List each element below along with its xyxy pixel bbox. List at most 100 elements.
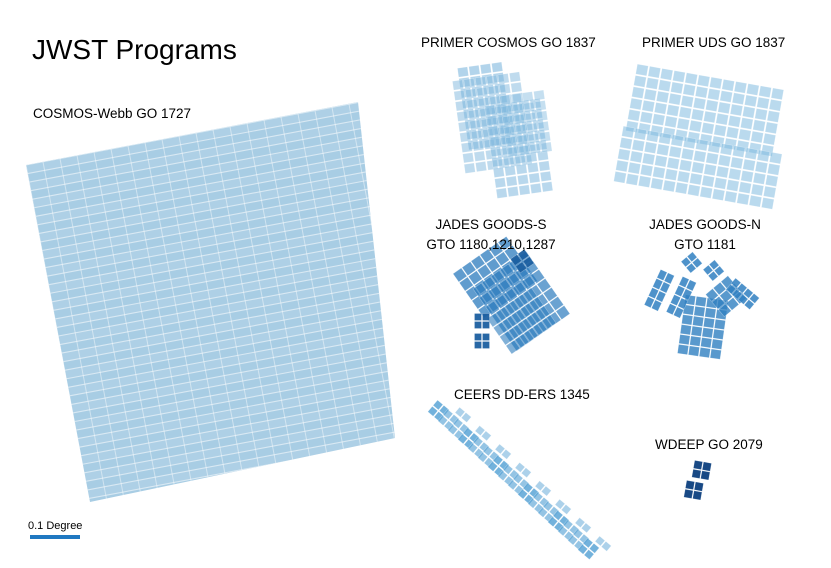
primer-cosmos-tile xyxy=(516,134,529,146)
primer-cosmos-tile xyxy=(534,129,546,141)
primer-uds-tile xyxy=(744,147,758,160)
primer-cosmos-tile xyxy=(524,141,536,153)
ceers-tile xyxy=(427,405,439,417)
primer-cosmos-tile xyxy=(518,99,531,111)
jades-goods-s-tile xyxy=(515,261,528,274)
wdeep-footprint xyxy=(683,460,712,501)
primer-cosmos-tile xyxy=(491,156,504,168)
primer-cosmos-tile xyxy=(499,94,511,106)
primer-cosmos-tile xyxy=(522,130,535,142)
jades-goods-s-tile xyxy=(528,296,544,312)
primer-uds-tile xyxy=(713,124,727,137)
jades-goods-s-tile xyxy=(490,269,506,285)
primer-cosmos-tile xyxy=(487,85,500,97)
jades-goods-s-tile xyxy=(499,330,515,346)
primer-uds-tile xyxy=(730,156,744,170)
jades-goods-s-tile xyxy=(505,272,521,288)
primer-cosmos-tile xyxy=(489,95,502,107)
jades-goods-n-tile xyxy=(700,337,713,349)
primer-uds-tile xyxy=(726,179,740,192)
primer-cosmos-tile xyxy=(529,98,542,110)
jades-goods-s-tile xyxy=(492,321,508,337)
primer-uds-tile xyxy=(670,134,684,147)
jades-goods-s-tile xyxy=(517,248,530,261)
scale-bar xyxy=(30,535,80,539)
jades-goods-s-tile xyxy=(523,327,539,342)
primer-uds-tile xyxy=(670,81,684,95)
ceers-tile xyxy=(494,443,506,455)
jades-goods-s-tile xyxy=(494,251,510,267)
ceers-tile xyxy=(577,543,589,555)
ceers-tile xyxy=(583,549,595,560)
wdeep-tile xyxy=(685,480,695,490)
jades-goods-s-tile xyxy=(497,236,513,251)
ceers-tile xyxy=(442,408,454,420)
primer-uds-tile xyxy=(655,90,670,104)
primer-cosmos-tile xyxy=(494,177,507,189)
wdeep-tile xyxy=(693,460,703,470)
primer-uds-tile xyxy=(766,110,781,123)
ceers-tile xyxy=(547,516,559,528)
primer-cosmos-tile xyxy=(475,161,487,173)
primer-cosmos-tile xyxy=(484,104,496,116)
primer-uds-tile xyxy=(693,150,707,163)
field-label-wdeep: WDEEP GO 2079 xyxy=(655,437,763,452)
jades-goods-s-tile xyxy=(508,324,524,340)
jades-goods-s-tile xyxy=(505,339,521,355)
jades-goods-s-tile xyxy=(510,309,526,324)
primer-uds-tile xyxy=(658,132,672,145)
primer-cosmos-tile xyxy=(515,163,528,175)
jades-goods-n-tile xyxy=(736,282,748,294)
jades-goods-s-tile xyxy=(510,254,522,266)
primer-cosmos-tile xyxy=(453,89,466,101)
primer-cosmos-tile xyxy=(472,140,485,152)
jades-goods-n-tile xyxy=(656,269,668,281)
primer-uds-tile xyxy=(666,157,680,170)
primer-uds-tile xyxy=(703,163,717,177)
ceers-tile xyxy=(588,542,600,554)
jades-goods-n-tile xyxy=(685,262,697,274)
primer-uds-tile xyxy=(765,174,779,187)
primer-uds-tile xyxy=(682,136,697,150)
jades-goods-n-tile xyxy=(665,303,677,316)
jades-goods-n-tile xyxy=(679,324,692,336)
jades-goods-s-tile xyxy=(541,314,557,330)
wdeep-tile xyxy=(693,481,704,492)
primer-cosmos-tile xyxy=(492,166,505,178)
primer-cosmos-tile xyxy=(510,92,523,104)
primer-cosmos-tile xyxy=(500,104,513,116)
ceers-tile xyxy=(537,507,549,518)
jades-goods-s-tile xyxy=(481,276,497,292)
jades-goods-s-tile xyxy=(474,321,482,329)
primer-cosmos-tile xyxy=(525,151,538,163)
jades-goods-s-tile xyxy=(499,263,515,279)
jades-goods-n-tile xyxy=(677,344,689,356)
jades-goods-s-tile xyxy=(488,242,504,258)
jades-goods-n-tile xyxy=(655,290,667,303)
primer-cosmos-tile xyxy=(510,81,523,93)
ceers-tile xyxy=(500,448,512,460)
ceers-tile xyxy=(557,525,569,537)
ceers-tile xyxy=(552,510,564,521)
ceers-tile xyxy=(507,479,519,491)
jades-goods-n-tile xyxy=(713,318,726,330)
wdeep-tile xyxy=(692,490,703,501)
ceers-tile xyxy=(580,522,592,534)
primer-cosmos-tile xyxy=(463,77,476,89)
primer-uds-tile xyxy=(742,105,756,119)
jades-goods-n-tile xyxy=(704,307,717,319)
primer-uds-tile xyxy=(758,85,772,98)
primer-cosmos-tile xyxy=(527,132,540,144)
jades-goods-s-tile xyxy=(452,267,468,283)
primer-uds-tile xyxy=(615,159,629,173)
jades-goods-n-footprint xyxy=(643,251,760,360)
ceers-tile xyxy=(487,461,499,472)
jades-goods-s-tile xyxy=(478,291,494,307)
primer-cosmos-tile xyxy=(506,101,519,113)
ceers-tile xyxy=(457,433,469,445)
primer-uds-tile xyxy=(617,148,631,161)
primer-uds-tile xyxy=(678,159,693,172)
primer-cosmos-tile xyxy=(506,146,519,158)
field-label-jades-goods-n-line1: JADES GOODS-N xyxy=(649,217,761,232)
primer-uds-tile xyxy=(652,113,666,126)
